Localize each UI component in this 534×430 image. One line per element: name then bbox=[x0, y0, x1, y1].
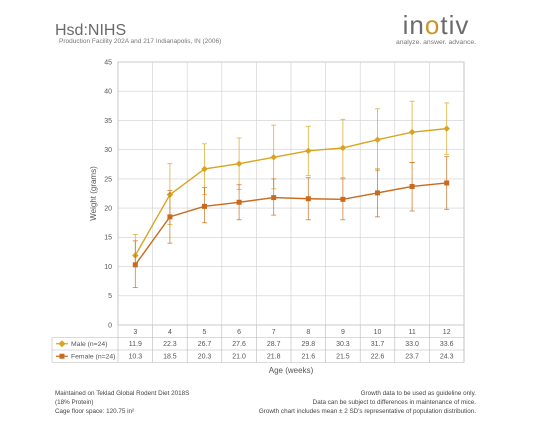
footer-sd-note: Growth chart includes mean ± 2 SD's repr… bbox=[258, 407, 476, 415]
y-tick-label: 30 bbox=[104, 147, 112, 154]
data-label: 24.3 bbox=[440, 354, 454, 361]
data-label: 21.5 bbox=[336, 354, 350, 361]
chart-title: Hsd:NIHS bbox=[55, 22, 127, 39]
data-point bbox=[271, 195, 277, 201]
x-tick-label: 12 bbox=[443, 329, 451, 336]
y-tick-label: 40 bbox=[104, 89, 112, 96]
footer-left-notes: Maintained on Teklad Global Rodent Diet … bbox=[55, 390, 189, 416]
data-label: 29.8 bbox=[301, 341, 315, 348]
y-tick-label: 20 bbox=[104, 206, 112, 213]
data-point bbox=[375, 190, 380, 196]
data-point bbox=[235, 160, 243, 167]
logo-word-left: in bbox=[402, 10, 425, 40]
legend-label: Female (n=24) bbox=[71, 354, 115, 361]
data-label: 27.6 bbox=[232, 341, 246, 348]
data-label: 10.3 bbox=[128, 354, 142, 361]
y-axis-label: Weight (grams) bbox=[89, 166, 98, 221]
data-point bbox=[305, 147, 312, 155]
x-tick-label: 6 bbox=[237, 329, 241, 336]
x-tick-label: 9 bbox=[341, 329, 345, 336]
data-label: 11.9 bbox=[129, 341, 142, 348]
data-point bbox=[374, 136, 381, 143]
data-label: 20.3 bbox=[198, 354, 212, 361]
data-point bbox=[167, 214, 173, 220]
x-tick-label: 8 bbox=[306, 329, 310, 336]
x-tick-label: 7 bbox=[272, 329, 276, 336]
y-tick-label: 15 bbox=[104, 235, 112, 242]
data-label: 23.7 bbox=[405, 354, 419, 361]
y-tick-label: 35 bbox=[104, 118, 112, 125]
legend-marker bbox=[58, 340, 66, 348]
logo-tagline: analyze. answer. advance. bbox=[395, 39, 477, 46]
y-tick-label: 0 bbox=[108, 322, 112, 329]
data-point bbox=[444, 180, 450, 186]
data-label: 21.8 bbox=[267, 354, 281, 361]
series-line bbox=[134, 127, 447, 256]
footer-right-notes: Growth data to be used as guideline only… bbox=[259, 390, 476, 416]
data-label: 21.6 bbox=[301, 354, 315, 361]
data-label: 22.3 bbox=[163, 341, 177, 348]
logo-word-right: tiv bbox=[440, 10, 470, 40]
data-point bbox=[305, 196, 311, 202]
series-line bbox=[134, 182, 447, 266]
logo-wordmark: inotiv bbox=[388, 12, 484, 38]
x-tick-label: 11 bbox=[408, 329, 415, 336]
data-label: 30.3 bbox=[336, 341, 350, 348]
data-point bbox=[340, 196, 346, 202]
footer-maintenance: Data can be subject to differences in ma… bbox=[312, 398, 476, 406]
y-tick-label: 10 bbox=[104, 264, 112, 271]
inotiv-logo: inotiv analyze. answer. advance. bbox=[388, 12, 484, 46]
data-label: 26.7 bbox=[198, 341, 212, 348]
data-point bbox=[132, 262, 138, 268]
chart-subtitle: Production Facility 202A and 217 Indiana… bbox=[59, 38, 222, 45]
data-point bbox=[236, 199, 242, 205]
x-tick-label: 5 bbox=[203, 329, 207, 336]
data-label: 21.0 bbox=[232, 354, 246, 361]
footer-guideline: Growth data to be used as guideline only… bbox=[360, 390, 476, 397]
data-point bbox=[339, 144, 347, 152]
x-tick-label: 10 bbox=[374, 329, 382, 336]
legend-label: Male (n=24) bbox=[71, 341, 107, 348]
x-tick-label: 3 bbox=[133, 329, 137, 336]
logo-word-o: o bbox=[424, 10, 441, 40]
data-label: 33.0 bbox=[405, 341, 419, 348]
y-tick-label: 45 bbox=[104, 59, 112, 66]
y-tick-label: 5 bbox=[108, 293, 112, 300]
x-tick-label: 4 bbox=[168, 329, 172, 336]
data-label: 33.6 bbox=[440, 341, 454, 348]
data-point bbox=[409, 183, 415, 189]
y-tick-label: 25 bbox=[104, 176, 112, 183]
data-label: 18.5 bbox=[163, 354, 177, 361]
data-label: 31.7 bbox=[371, 341, 385, 348]
x-axis-label: Age (weeks) bbox=[269, 366, 314, 375]
footer-cage-space: Cage floor space: 120.75 in² bbox=[55, 407, 135, 415]
data-point bbox=[202, 203, 207, 209]
legend-marker bbox=[59, 353, 65, 359]
footer-diet: Maintained on Teklad Global Rodent Diet … bbox=[55, 390, 190, 397]
footer-protein: (18% Protein) bbox=[55, 398, 94, 406]
data-point bbox=[270, 154, 277, 161]
data-label: 28.7 bbox=[267, 341, 281, 348]
data-point bbox=[408, 128, 416, 136]
data-label: 22.6 bbox=[371, 354, 385, 361]
data-point bbox=[201, 165, 208, 173]
